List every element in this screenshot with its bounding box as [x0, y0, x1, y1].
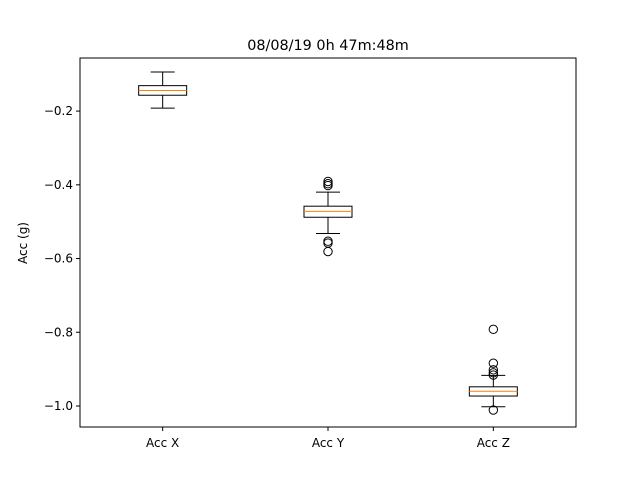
y-axis-label: Acc (g): [16, 222, 30, 264]
box-group-acc-y: Acc Y: [303, 176, 353, 450]
x-tick-label: Acc Z: [477, 436, 510, 450]
x-tick-label: Acc X: [146, 436, 179, 450]
box-group-acc-x: Acc X: [138, 71, 188, 450]
y-tick-label: −0.4: [44, 178, 73, 192]
outlier-point: [488, 405, 499, 415]
x-tick-label: Acc Y: [312, 436, 345, 450]
outlier-point: [323, 246, 333, 257]
axes-frame: [79, 57, 577, 428]
outlier-point: [488, 365, 499, 375]
y-tick-label: −0.8: [44, 325, 73, 339]
y-tick-label: −0.6: [44, 252, 73, 266]
outlier-point: [323, 176, 333, 187]
outlier-point: [488, 358, 499, 368]
y-tick-label: −1.0: [44, 399, 73, 413]
y-tick-label: −0.2: [44, 104, 73, 118]
outlier-point: [488, 324, 499, 335]
outlier-point: [323, 180, 333, 191]
outlier-point: [488, 370, 499, 380]
chart-title: 08/08/19 0h 47m:48m: [247, 38, 409, 54]
plot-area: −0.2 −0.4 −0.6 −0.8 −1.0 Acc X Acc Y Acc Z: [44, 71, 518, 450]
outlier-point: [488, 368, 499, 378]
box-group-acc-z: Acc Z: [468, 324, 518, 450]
